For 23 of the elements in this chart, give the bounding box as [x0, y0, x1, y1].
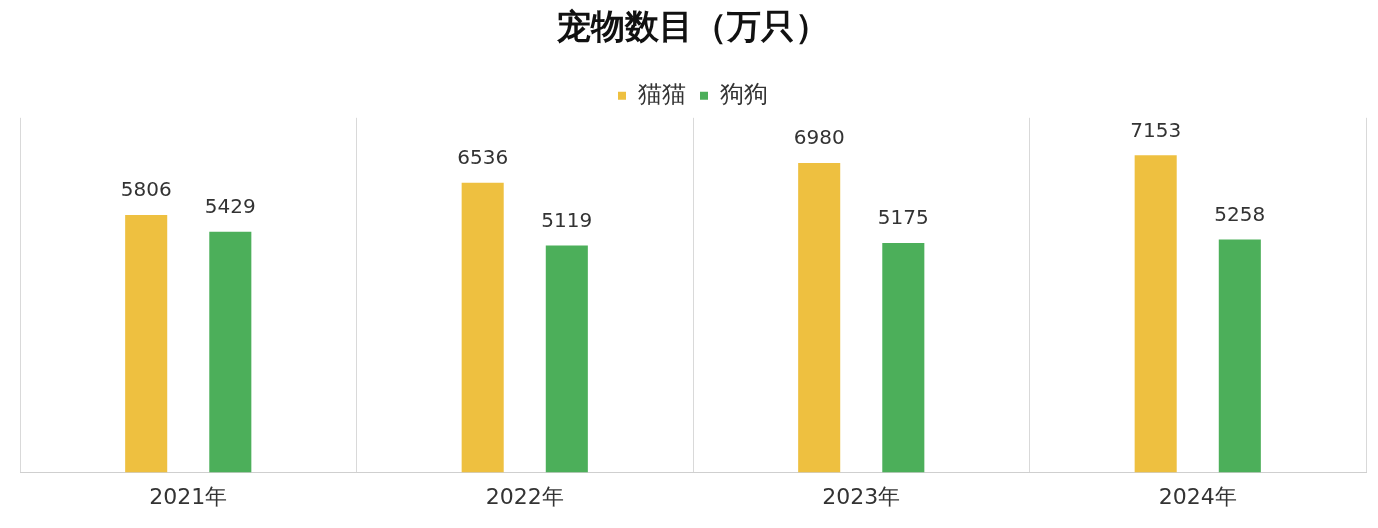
data-label: 6980: [793, 125, 845, 150]
chart-title: 宠物数目（万只）: [556, 6, 829, 47]
bar: [209, 231, 252, 473]
bar: [461, 182, 504, 473]
legend-label: 狗狗: [720, 80, 768, 109]
data-label: 5429: [204, 194, 256, 219]
data-label: 7153: [1130, 117, 1182, 142]
data-label: 5258: [1214, 201, 1266, 226]
data-label: 5175: [877, 205, 929, 230]
bar: [125, 215, 168, 473]
data-label: 5806: [120, 177, 172, 202]
data-label: 6536: [457, 144, 509, 169]
bar: [798, 163, 841, 473]
data-label: 5119: [541, 207, 593, 232]
bar: [1218, 239, 1261, 473]
bar: [545, 245, 588, 473]
x-tick-label: 2024年: [1158, 483, 1237, 509]
bar: [882, 243, 925, 473]
legend-label: 猫猫: [638, 80, 686, 109]
x-tick-label: 2022年: [485, 483, 564, 509]
x-tick-label: 2023年: [822, 483, 901, 509]
bar: [1134, 155, 1177, 473]
x-tick-label: 2021年: [149, 483, 228, 509]
